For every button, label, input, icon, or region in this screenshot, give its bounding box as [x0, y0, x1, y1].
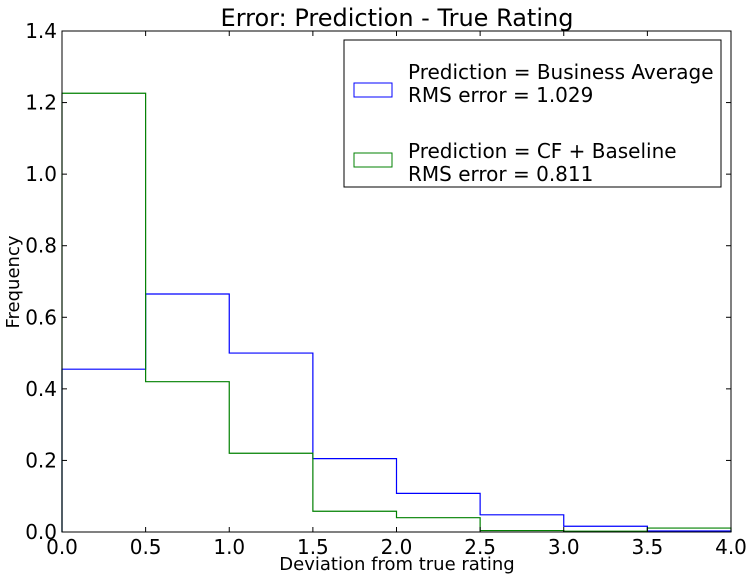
- legend: Prediction = Business Average RMS error …: [343, 39, 722, 188]
- legend-label-business-average: Prediction = Business Average: [408, 60, 714, 84]
- x-tick-label-5: 2.5: [464, 535, 496, 559]
- y-axis-label: Frequency: [3, 235, 24, 328]
- x-tick-label-3: 1.5: [297, 535, 329, 559]
- legend-label-cf-baseline: Prediction = CF + Baseline: [408, 139, 677, 163]
- plot-area: 0.0 0.5 1.0 1.5 2.0 2.5 3.0 3.5 4.0 0.0 0.2 0.4 0.6 0…: [25, 19, 747, 559]
- x-tick-label-0: 0.0: [46, 535, 78, 559]
- histogram-bar-s2-b2: [146, 382, 230, 532]
- x-tick-label-4: 2.0: [381, 535, 413, 559]
- histogram-bar-s2-b4: [313, 511, 397, 532]
- legend-rms-business-average: RMS error = 1.029: [408, 83, 593, 107]
- y-tick-label-1: 0.2: [25, 448, 57, 472]
- histogram-bar-s2-b5: [397, 518, 481, 532]
- y-tick-label-2: 0.4: [25, 377, 57, 401]
- y-tick-label-7: 1.4: [25, 19, 57, 43]
- x-tick-label-8: 4.0: [715, 535, 747, 559]
- legend-box: [343, 39, 722, 188]
- y-tick-label-6: 1.2: [25, 91, 57, 115]
- y-tick-label-3: 0.6: [25, 305, 57, 329]
- x-axis-label: Deviation from true rating: [279, 554, 514, 575]
- legend-swatch-cf-baseline: [353, 152, 393, 168]
- legend-swatch-business-average: [353, 82, 393, 98]
- histogram-bar-s2-b1: [62, 93, 146, 532]
- x-tick-label-2: 1.0: [213, 535, 245, 559]
- y-tick-label-5: 1.0: [25, 162, 57, 186]
- x-tick-label-1: 0.5: [130, 535, 162, 559]
- x-tick-label-7: 3.5: [631, 535, 663, 559]
- x-tick-label-6: 3.0: [548, 535, 580, 559]
- histogram-bar-s1-b6: [480, 515, 564, 532]
- chart-title: Error: Prediction - True Rating: [221, 4, 574, 32]
- histogram-bar-s2-b3: [229, 453, 313, 532]
- y-tick-label-4: 0.8: [25, 234, 57, 258]
- y-tick-label-0: 0.0: [25, 520, 57, 544]
- legend-rms-cf-baseline: RMS error = 0.811: [408, 162, 593, 186]
- histogram-bar-s2-b8: [647, 528, 731, 532]
